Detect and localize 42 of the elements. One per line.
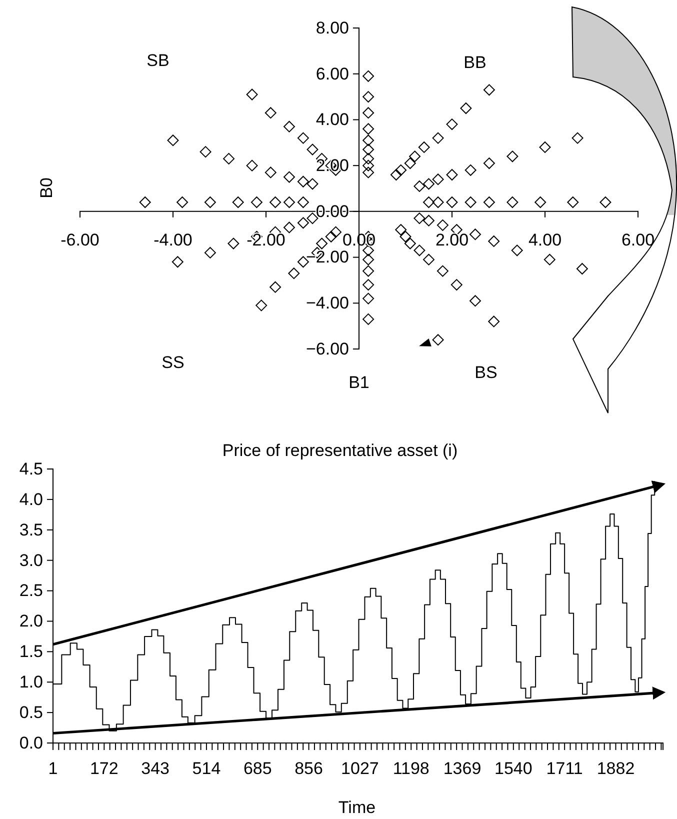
x-tick-label: 4.00 xyxy=(528,230,562,250)
y-tick-label: 4.00 xyxy=(316,110,349,130)
x-axis-title: Time xyxy=(338,798,376,817)
y-tick-label: 4.0 xyxy=(19,490,43,509)
y-tick-label: 0.0 xyxy=(19,733,43,752)
x-tick-label: 172 xyxy=(90,759,118,778)
y-tick-label: −6.00 xyxy=(306,339,349,358)
x-tick-label: 2.00 xyxy=(435,230,469,250)
y-tick-label: 2.0 xyxy=(19,612,43,631)
x-tick-label: 1 xyxy=(48,759,58,778)
x-tick-label: 685 xyxy=(243,759,272,778)
x-axis-title: B1 xyxy=(348,373,370,392)
y-axis-title: B0 xyxy=(37,178,56,198)
y-tick-label: 1.0 xyxy=(19,672,43,692)
chart-title: Price of representative asset (i) xyxy=(222,441,458,460)
x-tick-label: 1540 xyxy=(494,759,532,778)
text: BS xyxy=(474,363,498,382)
x-tick-label: 856 xyxy=(294,759,323,778)
x-tick-label: 1882 xyxy=(596,759,635,778)
y-tick-label: 8.00 xyxy=(316,18,349,38)
x-tick-label: 1198 xyxy=(392,759,430,778)
annotation: SB xyxy=(146,51,170,70)
x-tick-label: -2.00 xyxy=(246,230,286,250)
x-tick-label: 1369 xyxy=(443,759,482,778)
x-tick-label: 1711 xyxy=(546,759,583,778)
y-tick-label: 2.5 xyxy=(19,581,43,600)
x-tick-label: 514 xyxy=(192,759,221,778)
x-tick-label: 343 xyxy=(141,759,170,778)
y-tick-label: −2.00 xyxy=(306,248,349,267)
y-tick-label: −4.00 xyxy=(306,294,349,313)
y-tick-label: 3.0 xyxy=(19,550,43,570)
y-tick-label: 0.5 xyxy=(19,702,43,722)
x-tick-label: 1027 xyxy=(341,759,379,778)
annotation: BB xyxy=(464,53,486,72)
x-tick-label: -4.00 xyxy=(154,230,192,250)
x-tick-label: -6.00 xyxy=(60,230,100,250)
text: SS xyxy=(162,353,184,372)
y-tick-label: 6.00 xyxy=(316,64,349,84)
y-tick-label: 3.5 xyxy=(19,520,43,540)
y-tick-label: 4.5 xyxy=(19,459,43,478)
y-tick-label: 1.5 xyxy=(19,642,43,662)
x-tick-label: 6.00 xyxy=(621,230,655,250)
